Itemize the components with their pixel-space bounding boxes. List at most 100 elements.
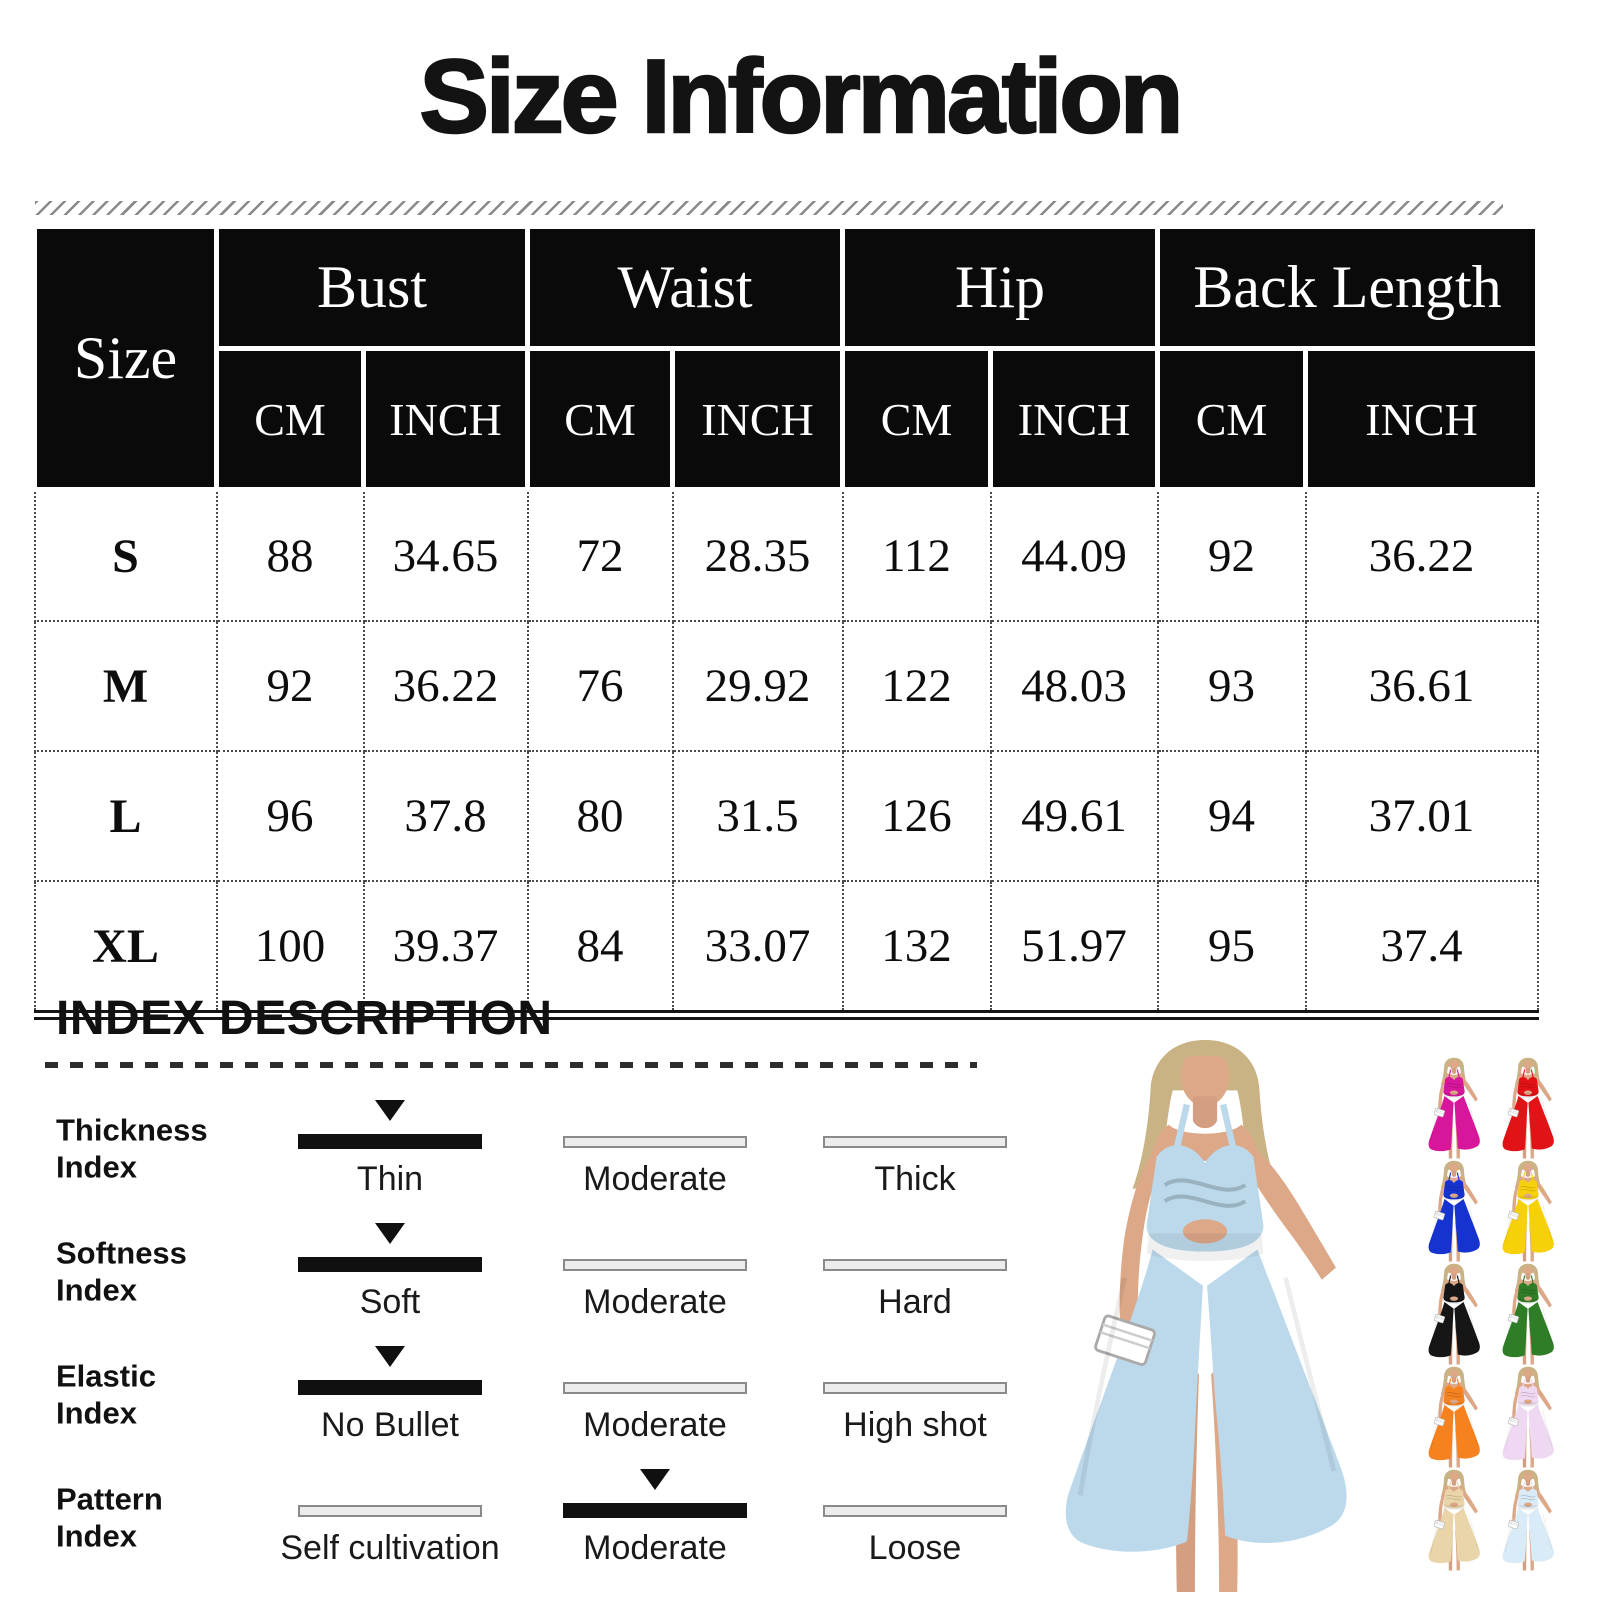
table-cell: 93 [1156, 620, 1307, 752]
color-variant-royal-blue [1417, 1160, 1491, 1263]
index-option: Soft [265, 1213, 515, 1331]
unit-header-cm: CM [1155, 346, 1309, 492]
index-bar [563, 1259, 747, 1271]
option-label: Soft [359, 1283, 421, 1321]
table-cell: 48.03 [989, 620, 1159, 752]
index-option: Moderate [530, 1090, 780, 1208]
option-label: Hard [878, 1283, 952, 1321]
table-cell: 49.61 [989, 750, 1159, 882]
table-row-xl: XL 100 39.37 84 33.07 132 51.97 95 37.4 [33, 880, 1539, 1016]
color-variant-green [1491, 1263, 1565, 1366]
unit-header-cm: CM [214, 346, 366, 492]
table-cell: 76 [526, 620, 674, 752]
table-cell: 94 [1156, 750, 1307, 882]
option-label: Moderate [583, 1406, 727, 1444]
table-row-m: M 92 36.22 76 29.92 122 48.03 93 36.61 [33, 620, 1539, 752]
table-cell: 37.8 [362, 750, 529, 882]
table-cell: 132 [841, 880, 992, 1016]
color-variant-orange [1417, 1366, 1491, 1469]
table-cell: 95 [1156, 880, 1307, 1016]
size-label: S [33, 488, 218, 622]
unit-header-inch: INCH [360, 346, 531, 492]
table-cell: 37.4 [1304, 880, 1539, 1016]
group-header-hip: Hip [840, 224, 1161, 351]
size-label: XL [33, 880, 218, 1016]
size-column-header: Size [32, 224, 219, 492]
color-variant-light-blue [1491, 1469, 1565, 1572]
index-option: Moderate [530, 1459, 780, 1577]
index-bar [298, 1134, 482, 1149]
table-cell: 112 [841, 488, 992, 622]
dashed-divider [45, 1062, 977, 1068]
index-bar [823, 1136, 1007, 1148]
table-cell: 31.5 [671, 750, 844, 882]
color-variant-grid [1417, 1057, 1565, 1572]
index-row-label: Elastic Index [56, 1358, 156, 1430]
option-label: No Bullet [321, 1406, 459, 1444]
option-label: Loose [868, 1529, 962, 1567]
index-bar [298, 1505, 482, 1517]
size-label: M [33, 620, 218, 752]
table-cell: 92 [1156, 488, 1307, 622]
index-bar [563, 1136, 747, 1148]
unit-header-inch: INCH [670, 346, 846, 492]
table-cell: 34.65 [362, 488, 529, 622]
dress-illustration [985, 1036, 1425, 1600]
index-option: Loose [790, 1459, 1040, 1577]
page-title: Size Information [418, 38, 1184, 157]
size-label: L [33, 750, 218, 882]
table-cell: 29.92 [671, 620, 844, 752]
index-option: Moderate [530, 1213, 780, 1331]
index-option: Hard [790, 1213, 1040, 1331]
table-cell: 84 [526, 880, 674, 1016]
index-option: No Bullet [265, 1336, 515, 1454]
table-cell: 44.09 [989, 488, 1159, 622]
table-cell: 96 [215, 750, 365, 882]
index-option: Moderate [530, 1336, 780, 1454]
color-variant-black [1417, 1263, 1491, 1366]
table-cell: 36.22 [1304, 488, 1539, 622]
index-bar [563, 1382, 747, 1394]
index-row-label: Softness Index [56, 1235, 187, 1307]
index-option: Thick [790, 1090, 1040, 1208]
option-label: High shot [843, 1406, 987, 1444]
index-row-label: Thickness Index [56, 1112, 208, 1184]
index-bar [823, 1382, 1007, 1394]
pattern-index-row: Pattern Index Self cultivation Moderate … [50, 1459, 1007, 1577]
option-label: Self cultivation [280, 1529, 500, 1567]
selected-marker-icon [375, 1100, 405, 1121]
option-label: Thick [874, 1160, 956, 1198]
unit-header-inch: INCH [988, 346, 1161, 492]
table-row-s: S 88 34.65 72 28.35 112 44.09 92 36.22 [33, 488, 1539, 622]
index-bar [823, 1259, 1007, 1271]
table-cell: 51.97 [989, 880, 1159, 1016]
index-bar [563, 1503, 747, 1518]
option-label: Thin [356, 1160, 424, 1198]
option-label: Moderate [583, 1283, 727, 1321]
table-cell: 92 [215, 620, 365, 752]
thickness-index-row: Thickness Index Thin Moderate Thick [50, 1090, 1007, 1208]
elastic-index-row: Elastic Index No Bullet Moderate High sh… [50, 1336, 1007, 1454]
unit-header-cm: CM [525, 346, 676, 492]
table-cell: 126 [841, 750, 992, 882]
table-cell: 33.07 [671, 880, 844, 1016]
color-variant-yellow [1491, 1160, 1565, 1263]
color-variant-red [1491, 1057, 1565, 1160]
hatch-border [35, 201, 1503, 215]
option-label: Moderate [583, 1160, 727, 1198]
group-header-back-length: Back Length [1155, 224, 1541, 351]
selected-marker-icon [640, 1469, 670, 1490]
index-option: Thin [265, 1090, 515, 1208]
table-cell: 36.22 [362, 620, 529, 752]
group-header-waist: Waist [525, 224, 846, 351]
group-header-bust: Bust [213, 224, 531, 351]
index-option: High shot [790, 1336, 1040, 1454]
unit-header-cm: CM [840, 346, 994, 492]
index-option: Self cultivation [265, 1459, 515, 1577]
index-row-label: Pattern Index [56, 1481, 163, 1553]
table-cell: 122 [841, 620, 992, 752]
table-row-l: L 96 37.8 80 31.5 126 49.61 94 37.01 [33, 750, 1539, 882]
table-cell: 36.61 [1304, 620, 1539, 752]
table-cell: 39.37 [362, 880, 529, 1016]
